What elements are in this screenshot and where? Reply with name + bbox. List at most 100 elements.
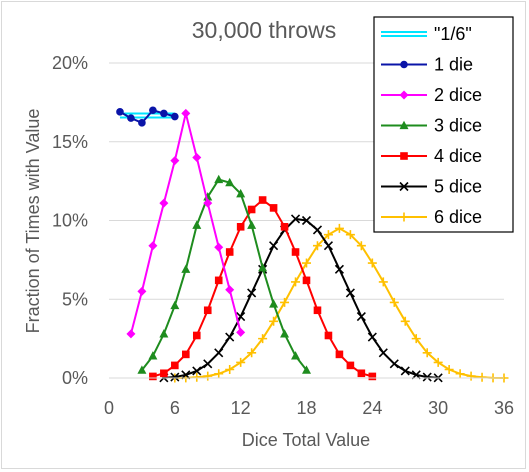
legend-label: 4 dice bbox=[434, 146, 482, 166]
data-point bbox=[312, 241, 322, 251]
series-3-dice bbox=[137, 174, 311, 374]
data-point bbox=[225, 332, 235, 342]
data-point bbox=[477, 372, 487, 382]
data-point bbox=[280, 297, 290, 307]
x-tick-label: 30 bbox=[428, 398, 448, 418]
data-point bbox=[181, 108, 191, 118]
data-point bbox=[280, 223, 289, 231]
data-point bbox=[181, 264, 191, 273]
data-point bbox=[160, 109, 168, 118]
data-point bbox=[269, 204, 278, 212]
data-point bbox=[400, 366, 410, 376]
data-point bbox=[159, 329, 169, 338]
data-point bbox=[291, 351, 301, 360]
data-point bbox=[203, 359, 213, 369]
series-1-die bbox=[116, 106, 179, 127]
data-point bbox=[466, 371, 476, 381]
data-point bbox=[127, 114, 135, 122]
series-line bbox=[141, 178, 308, 371]
data-point bbox=[148, 241, 158, 251]
data-point bbox=[346, 361, 355, 370]
y-tick-label: 20% bbox=[52, 53, 88, 73]
data-point bbox=[400, 316, 410, 326]
data-point bbox=[214, 242, 224, 252]
data-point bbox=[357, 369, 366, 378]
data-point bbox=[444, 364, 454, 374]
data-point bbox=[247, 220, 257, 229]
data-point bbox=[290, 214, 301, 224]
x-tick-label: 6 bbox=[170, 398, 180, 418]
data-point bbox=[258, 196, 267, 204]
x-tick-label: 0 bbox=[104, 398, 114, 418]
data-point bbox=[422, 348, 432, 358]
data-point bbox=[356, 241, 366, 251]
data-point bbox=[258, 262, 268, 272]
data-point bbox=[236, 357, 246, 367]
legend-label: 2 dice bbox=[434, 85, 482, 105]
data-point bbox=[116, 108, 124, 116]
y-axis-title: Fraction of Times with Value bbox=[23, 109, 43, 334]
y-tick-label: 10% bbox=[52, 211, 88, 231]
data-point bbox=[334, 264, 344, 274]
data-point bbox=[236, 327, 246, 337]
data-point bbox=[269, 316, 279, 326]
legend-label: 1 die bbox=[434, 55, 473, 75]
data-point bbox=[225, 248, 234, 256]
data-point bbox=[192, 153, 202, 162]
data-point bbox=[378, 348, 388, 358]
legend-item-5-dice: 5 dice bbox=[381, 177, 482, 197]
legend-marker bbox=[400, 60, 408, 69]
data-point bbox=[258, 334, 268, 344]
series-layer bbox=[116, 106, 509, 383]
data-point bbox=[192, 220, 202, 229]
data-point bbox=[247, 205, 256, 214]
series-line bbox=[163, 217, 439, 379]
series-line bbox=[129, 113, 242, 335]
data-point bbox=[389, 297, 399, 307]
data-point bbox=[323, 241, 334, 251]
data-point bbox=[225, 364, 235, 374]
series-4-dice bbox=[149, 196, 377, 381]
data-point bbox=[203, 306, 212, 315]
data-point bbox=[280, 329, 290, 338]
x-axis-title: Dice Total Value bbox=[242, 430, 370, 450]
data-point bbox=[148, 351, 158, 360]
y-tick-label: 0% bbox=[62, 368, 88, 388]
data-point bbox=[367, 258, 377, 268]
data-point bbox=[192, 331, 201, 340]
data-point bbox=[247, 288, 257, 298]
legend-marker bbox=[399, 212, 409, 222]
data-point bbox=[225, 285, 235, 295]
data-point bbox=[138, 119, 146, 127]
data-point bbox=[378, 277, 388, 287]
data-point bbox=[345, 288, 355, 298]
y-tick-labels: 0% 5% 10% 15% 20% bbox=[52, 53, 88, 388]
data-point bbox=[236, 188, 246, 198]
series-2-dice bbox=[126, 108, 246, 339]
legend-item-6-dice: 6 dice bbox=[381, 207, 482, 227]
legend-item-2-dice: 2 dice bbox=[381, 85, 482, 105]
data-point bbox=[269, 299, 279, 308]
data-point bbox=[422, 372, 432, 382]
legend-marker bbox=[399, 120, 409, 130]
series-5-dice bbox=[159, 214, 443, 383]
data-point bbox=[389, 359, 399, 369]
data-point bbox=[433, 357, 443, 367]
data-point bbox=[171, 112, 179, 121]
data-point bbox=[335, 350, 344, 359]
legend: "1/6" 1 die 2 dice 3 dice 4 dice 5 dice 6 dice bbox=[373, 16, 514, 233]
data-point bbox=[160, 369, 168, 378]
legend-marker bbox=[399, 90, 409, 100]
data-point bbox=[455, 369, 465, 379]
x-tick-label: 12 bbox=[231, 398, 251, 418]
data-point bbox=[324, 331, 333, 340]
legend-item-1-die: 1 die bbox=[381, 55, 473, 75]
y-tick-label: 15% bbox=[52, 132, 88, 152]
legend-item-3-dice: 3 dice bbox=[381, 116, 482, 136]
data-point bbox=[159, 198, 169, 208]
data-point bbox=[203, 371, 213, 381]
data-point bbox=[149, 106, 157, 115]
chart-title: 30,000 throws bbox=[192, 17, 336, 43]
data-point bbox=[192, 372, 202, 382]
data-point bbox=[170, 156, 180, 166]
